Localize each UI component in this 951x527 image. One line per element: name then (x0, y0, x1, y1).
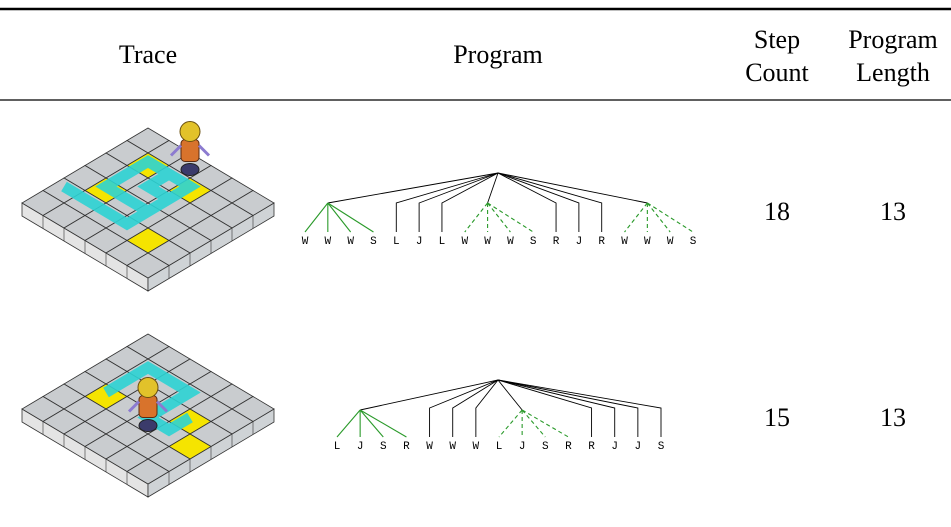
subroutine-edge (487, 202, 511, 233)
program-token: R (565, 441, 572, 453)
program-token: J (611, 441, 618, 453)
subroutine-edge (646, 202, 671, 233)
subroutine-edge (487, 202, 534, 233)
program-token: W (644, 236, 651, 248)
robot-head (179, 121, 201, 142)
trace-path (61, 155, 201, 231)
program-token: L (496, 441, 503, 453)
robot-arm (155, 400, 169, 413)
subroutine-edge (359, 409, 384, 438)
robot-arm (169, 144, 183, 157)
step-count: 15 (764, 403, 790, 432)
trees: W W W S L J L W W W S R J R W W W S L J S R W W W L J S R R J J S (302, 172, 697, 453)
tree-edge (418, 172, 499, 232)
subroutine-edge (498, 409, 523, 438)
tree-edge (395, 172, 499, 232)
tree-edge (497, 379, 616, 437)
tree-edge (429, 379, 499, 437)
program-token: S (658, 441, 665, 453)
program-token: W (484, 236, 491, 248)
tree-edge (452, 379, 499, 437)
program-token: W (667, 236, 674, 248)
program-token: J (576, 236, 583, 248)
program-token: W (507, 236, 514, 248)
program-length: 13 (880, 197, 906, 226)
subroutine-edge (304, 202, 329, 233)
header-length: Length (856, 58, 930, 87)
robot-wheel (180, 163, 200, 176)
tree-edge (497, 379, 662, 437)
program-token: W (473, 441, 480, 453)
tree-edge (360, 379, 499, 411)
robot-body (138, 395, 158, 418)
tree-edge (497, 379, 523, 411)
subroutine-edge (521, 409, 569, 438)
program-token: J (416, 236, 423, 248)
program-token: R (598, 236, 605, 248)
program-token: W (325, 236, 332, 248)
program-token: W (461, 236, 468, 248)
program-token: W (426, 441, 433, 453)
subroutine-edge (624, 202, 648, 233)
header-program: Program (453, 40, 543, 69)
tree-edge (497, 172, 648, 204)
subroutine-edge (327, 202, 352, 233)
program-token: S (370, 236, 377, 248)
program-length: 13 (880, 403, 906, 432)
robot-wheel (138, 419, 158, 432)
program-token: J (635, 441, 642, 453)
tree-edge (497, 172, 603, 232)
header-count: Count (745, 58, 809, 87)
robot-head (137, 377, 159, 398)
tree-edge (497, 379, 593, 437)
trace-path (103, 361, 201, 437)
tree-edge (475, 379, 499, 437)
tile (126, 458, 170, 485)
traces (21, 121, 275, 498)
header-program2: Program (848, 25, 938, 54)
program-token: W (621, 236, 628, 248)
tree-edge (327, 172, 499, 204)
subroutine-edge (521, 409, 546, 438)
tree-edge (497, 172, 580, 232)
robot-arm (127, 400, 141, 413)
subroutine-edge (336, 409, 361, 438)
program-token: S (530, 236, 537, 248)
program-token: L (334, 441, 341, 453)
program-token: W (302, 236, 309, 248)
step-count: 18 (764, 197, 790, 226)
program-token: J (357, 441, 364, 453)
header-step: Step (754, 25, 800, 54)
program-token: W (449, 441, 456, 453)
subroutine-edge (647, 202, 694, 233)
program-token: J (519, 441, 526, 453)
robot-body (180, 139, 200, 162)
robot-arm (197, 144, 211, 157)
tree-edge (497, 379, 639, 437)
tree-edge (497, 172, 557, 232)
program-token: W (347, 236, 354, 248)
program-token: R (403, 441, 410, 453)
tile (126, 252, 170, 279)
program-token: R (588, 441, 595, 453)
header-trace: Trace (119, 40, 177, 69)
tree-edge (487, 172, 499, 204)
subroutine-edge (359, 409, 407, 438)
program-token: L (393, 236, 400, 248)
program-token: S (690, 236, 697, 248)
tree-edge (441, 172, 499, 232)
program-token: R (553, 236, 560, 248)
subroutine-edge (327, 202, 374, 233)
program-token: S (542, 441, 549, 453)
program-token: S (380, 441, 387, 453)
program-token: L (439, 236, 446, 248)
subroutine-edge (464, 202, 489, 233)
